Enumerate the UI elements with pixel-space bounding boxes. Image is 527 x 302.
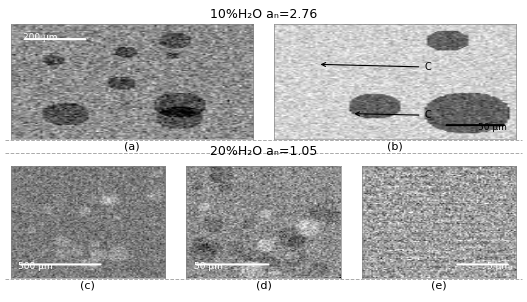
Text: 200 μm: 200 μm	[23, 33, 57, 42]
Text: 20%H₂O aₙ=1.05: 20%H₂O aₙ=1.05	[210, 145, 317, 158]
Text: 10%H₂O aₙ=2.76: 10%H₂O aₙ=2.76	[210, 8, 317, 21]
Text: (e): (e)	[432, 281, 447, 291]
Text: C: C	[321, 62, 431, 72]
Text: (d): (d)	[256, 281, 271, 291]
Text: (c): (c)	[81, 281, 95, 291]
Text: 5 μm: 5 μm	[487, 262, 510, 271]
Text: (b): (b)	[387, 142, 403, 152]
Text: 50 μm: 50 μm	[194, 262, 223, 271]
Text: (a): (a)	[124, 142, 140, 152]
Text: 50 μm: 50 μm	[478, 123, 507, 132]
Text: C: C	[356, 110, 431, 120]
Text: 500 μm: 500 μm	[18, 262, 53, 271]
